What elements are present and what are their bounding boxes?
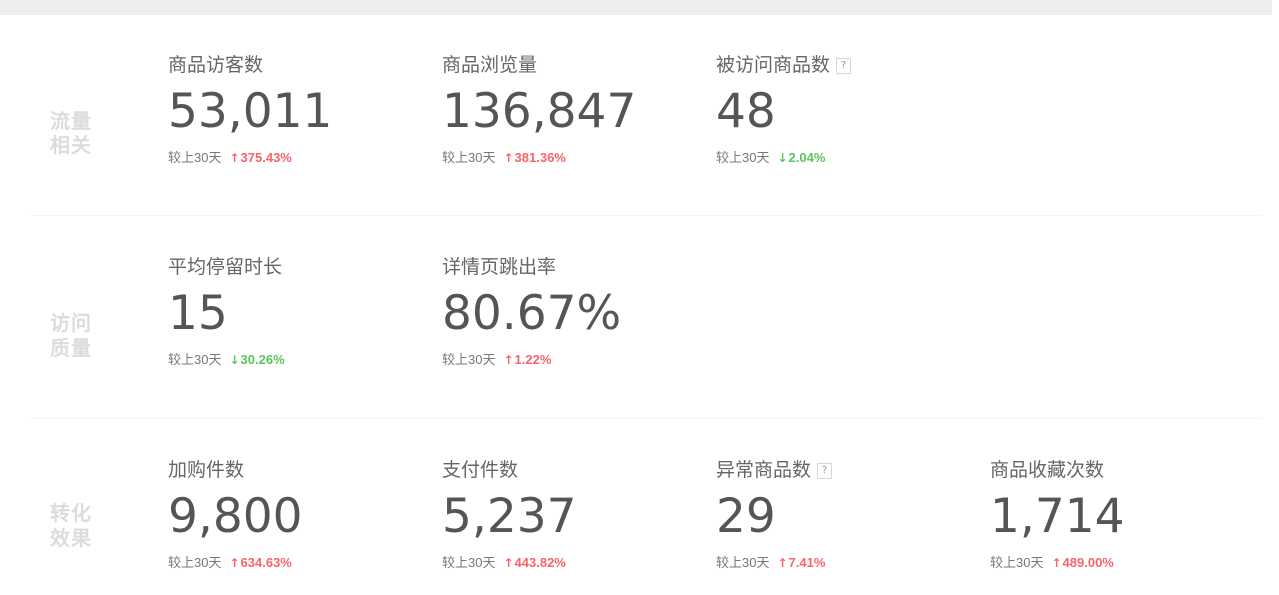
arrow-down-icon: ↓: [777, 151, 788, 165]
metric-group-quality: 访问 质量 平均停留时长 15 较上30天 ↓ 30.26% 详情页跳出率 8: [0, 215, 1279, 418]
compare-label: 较上30天: [442, 150, 496, 165]
metric-compare: 较上30天 ↑ 634.63%: [168, 554, 442, 572]
metric-value: 80.67%: [442, 286, 622, 341]
help-icon[interactable]: ?: [836, 58, 852, 74]
compare-delta-up: ↑ 7.41%: [777, 554, 825, 572]
compare-delta-value: 30.26%: [240, 352, 285, 367]
metric-value: 15: [168, 286, 228, 341]
top-bar-strip: [0, 0, 1272, 15]
help-icon[interactable]: ?: [817, 463, 833, 479]
compare-delta-value: 375.43%: [240, 150, 292, 165]
metric-card[interactable]: 商品浏览量 136,847 较上30天 ↑ 381.36%: [442, 53, 716, 167]
metric-value: 53,011: [168, 84, 333, 139]
compare-delta-value: 489.00%: [1062, 555, 1114, 570]
compare-delta-value: 381.36%: [514, 150, 566, 165]
metric-value: 136,847: [442, 84, 637, 139]
metric-title-row: 详情页跳出率: [442, 255, 716, 281]
metric-title-row: 商品浏览量: [442, 53, 716, 79]
compare-label: 较上30天: [442, 555, 496, 570]
compare-label: 较上30天: [168, 150, 222, 165]
compare-label: 较上30天: [168, 555, 222, 570]
metric-card[interactable]: 平均停留时长 15 较上30天 ↓ 30.26%: [168, 255, 442, 369]
arrow-down-icon: ↓: [229, 353, 240, 367]
compare-label: 较上30天: [716, 150, 770, 165]
metric-title: 详情页跳出率: [442, 257, 557, 278]
metric-value: 9,800: [168, 489, 303, 544]
compare-delta-down: ↓ 2.04%: [777, 149, 825, 167]
arrow-up-icon: ↑: [1051, 556, 1062, 570]
metric-compare: 较上30天 ↑ 7.41%: [716, 554, 990, 572]
compare-delta-up: ↑ 381.36%: [503, 149, 565, 167]
metric-title: 支付件数: [442, 460, 519, 481]
metric-value: 5,237: [442, 489, 577, 544]
metric-title-row: 平均停留时长: [168, 255, 442, 281]
metric-compare: 较上30天 ↑ 443.82%: [442, 554, 716, 572]
metric-group-conversion: 转化 效果 加购件数 9,800 较上30天 ↑ 634.63% 支付件数 5: [0, 418, 1279, 595]
metric-title: 商品收藏次数: [990, 460, 1105, 481]
metric-title: 商品浏览量: [442, 55, 538, 76]
metric-card[interactable]: 加购件数 9,800 较上30天 ↑ 634.63%: [168, 458, 442, 572]
group-label-traffic: 流量 相关: [50, 110, 92, 157]
metric-card-list-quality: 平均停留时长 15 较上30天 ↓ 30.26% 详情页跳出率 80.67% 较上…: [168, 255, 1279, 418]
compare-label: 较上30天: [990, 555, 1044, 570]
arrow-up-icon: ↑: [503, 353, 514, 367]
arrow-up-icon: ↑: [229, 151, 240, 165]
metric-card[interactable]: 异常商品数 ? 29 较上30天 ↑ 7.41%: [716, 458, 990, 572]
metric-compare: 较上30天 ↑ 381.36%: [442, 149, 716, 167]
metric-card-list-traffic: 商品访客数 53,011 较上30天 ↑ 375.43% 商品浏览量 136,84…: [168, 53, 1279, 215]
compare-delta-value: 443.82%: [514, 555, 566, 570]
metrics-dashboard: 流量 相关 商品访客数 53,011 较上30天 ↑ 375.43% 商品浏览量: [0, 15, 1279, 595]
arrow-up-icon: ↑: [229, 556, 240, 570]
metric-card[interactable]: 商品访客数 53,011 较上30天 ↑ 375.43%: [168, 53, 442, 167]
compare-delta-up: ↑ 489.00%: [1051, 554, 1113, 572]
metric-card[interactable]: 商品收藏次数 1,714 较上30天 ↑ 489.00%: [990, 458, 1264, 572]
metric-compare: 较上30天 ↑ 489.00%: [990, 554, 1264, 572]
compare-delta-value: 634.63%: [240, 555, 292, 570]
metric-value: 1,714: [990, 489, 1125, 544]
metric-title: 平均停留时长: [168, 257, 283, 278]
compare-delta-value: 1.22%: [514, 352, 552, 367]
metric-card-list-conversion: 加购件数 9,800 较上30天 ↑ 634.63% 支付件数 5,237 较上3…: [168, 458, 1279, 595]
compare-delta-up: ↑ 443.82%: [503, 554, 565, 572]
compare-delta-value: 2.04%: [788, 150, 826, 165]
compare-delta-up: ↑ 1.22%: [503, 351, 551, 369]
metric-compare: 较上30天 ↓ 30.26%: [168, 351, 442, 369]
compare-label: 较上30天: [716, 555, 770, 570]
metric-title: 异常商品数: [716, 460, 812, 481]
metric-title: 商品访客数: [168, 55, 264, 76]
metric-value: 29: [716, 489, 776, 544]
metric-title: 加购件数: [168, 460, 245, 481]
compare-label: 较上30天: [168, 352, 222, 367]
compare-delta-value: 7.41%: [788, 555, 826, 570]
metric-group-traffic: 流量 相关 商品访客数 53,011 较上30天 ↑ 375.43% 商品浏览量: [0, 15, 1279, 215]
compare-delta-down: ↓ 30.26%: [229, 351, 284, 369]
metric-card[interactable]: 详情页跳出率 80.67% 较上30天 ↑ 1.22%: [442, 255, 716, 369]
metric-title-row: 商品访客数: [168, 53, 442, 79]
metric-title-row: 支付件数: [442, 458, 716, 484]
arrow-up-icon: ↑: [503, 151, 514, 165]
metric-card[interactable]: 支付件数 5,237 较上30天 ↑ 443.82%: [442, 458, 716, 572]
metric-title-row: 商品收藏次数: [990, 458, 1264, 484]
arrow-up-icon: ↑: [503, 556, 514, 570]
metric-compare: 较上30天 ↑ 1.22%: [442, 351, 716, 369]
compare-delta-up: ↑ 634.63%: [229, 554, 291, 572]
compare-delta-up: ↑ 375.43%: [229, 149, 291, 167]
group-label-quality: 访问 质量: [50, 313, 92, 360]
metric-title-row: 被访问商品数 ?: [716, 53, 990, 79]
compare-label: 较上30天: [442, 352, 496, 367]
metric-title-row: 异常商品数 ?: [716, 458, 990, 484]
metric-compare: 较上30天 ↓ 2.04%: [716, 149, 990, 167]
group-label-conversion: 转化 效果: [50, 503, 92, 550]
metric-title: 被访问商品数: [716, 55, 831, 76]
metric-compare: 较上30天 ↑ 375.43%: [168, 149, 442, 167]
metric-title-row: 加购件数: [168, 458, 442, 484]
metric-value: 48: [716, 84, 776, 139]
arrow-up-icon: ↑: [777, 556, 788, 570]
metric-card[interactable]: 被访问商品数 ? 48 较上30天 ↓ 2.04%: [716, 53, 990, 167]
